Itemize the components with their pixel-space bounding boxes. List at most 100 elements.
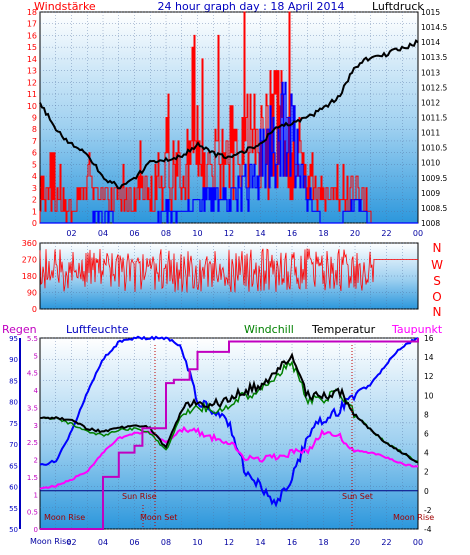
hour-label-bottom: 18 xyxy=(318,538,328,547)
rain-tick-label: 0.5 xyxy=(27,509,38,517)
hour-label-bottom: 10 xyxy=(192,538,202,547)
windchill-series xyxy=(39,360,419,462)
wind-tick-label: 17 xyxy=(27,20,37,29)
humidity-series xyxy=(39,335,419,508)
pressure-tick-label: 1012 xyxy=(421,98,440,107)
hour-label-top: 14 xyxy=(255,229,265,238)
humidity-tick-label: 75 xyxy=(9,420,18,428)
hour-label-bottom: 08 xyxy=(161,538,171,547)
wind-tick-label: 9 xyxy=(32,114,37,123)
header-center: 24 hour graph day : 18 April 2014 xyxy=(158,0,345,13)
direction-tick-label: 90 xyxy=(27,289,37,298)
hour-label-top: 06 xyxy=(129,229,139,238)
hour-label-bottom: 04 xyxy=(98,538,108,547)
humidity-tick-label: 85 xyxy=(9,377,18,385)
wind-tick-label: 2 xyxy=(32,196,37,205)
rain-tick-label: 4.5 xyxy=(27,370,38,378)
hour-label-bottom: 16 xyxy=(287,538,297,547)
humidity-tick-label: 55 xyxy=(9,505,18,513)
rain-tick-label: 1 xyxy=(34,491,38,499)
bottom-panel-series xyxy=(39,335,419,530)
wind-bars xyxy=(39,11,418,224)
temp-tick-label: 16 xyxy=(424,334,434,343)
hour-label-bottom: 06 xyxy=(129,538,139,547)
temp-tick-label: -4 xyxy=(424,525,432,534)
wind-tick-label: 4 xyxy=(32,172,37,181)
compass-w: W xyxy=(431,258,443,272)
rain-tick-label: 1.5 xyxy=(27,474,38,482)
compass-o: O xyxy=(432,290,441,304)
temperature-series xyxy=(39,352,419,464)
header-right: Luftdruck xyxy=(372,0,424,13)
annotation-moon-rise-footer: Moon Rise xyxy=(30,537,71,546)
pressure-tick-label: 1013.5 xyxy=(421,53,447,62)
wind-tick-label: 1 xyxy=(32,207,37,216)
hour-label-bottom: 14 xyxy=(255,538,265,547)
pressure-tick-label: 1012.5 xyxy=(421,83,447,92)
hour-label-top: 00 xyxy=(413,229,423,238)
wind-tick-label: 3 xyxy=(32,184,37,193)
hour-label-bottom: 22 xyxy=(381,538,391,547)
gust-series xyxy=(40,81,418,224)
top-panel-series xyxy=(39,39,419,190)
direction-tick-label: 180 xyxy=(22,272,37,281)
annotation-moon-set: Moon Set xyxy=(140,513,177,522)
hour-label-top: 18 xyxy=(318,229,328,238)
temp-tick-label: 10 xyxy=(424,391,434,400)
hour-label-top: 16 xyxy=(287,229,297,238)
pressure-tick-label: 1010 xyxy=(421,159,440,168)
pressure-tick-label: 1014.5 xyxy=(421,23,447,32)
direction-series xyxy=(39,248,418,293)
temp-tick-label: 0 xyxy=(424,487,429,496)
wind-tick-label: 16 xyxy=(27,31,37,40)
temp-tick-label: -2 xyxy=(424,506,432,515)
humidity-tick-label: 50 xyxy=(9,526,18,534)
direction-tick-label: 270 xyxy=(22,256,37,265)
direction-panel-grid xyxy=(40,242,418,310)
humidity-tick-label: 80 xyxy=(9,399,18,407)
compass-n-top: N xyxy=(433,241,442,255)
temp-tick-label: 6 xyxy=(424,430,429,439)
hour-label-top: 12 xyxy=(224,229,234,238)
wind-tick-label: 7 xyxy=(32,137,37,146)
pressure-tick-label: 1011.5 xyxy=(421,114,447,123)
hour-label-top: 22 xyxy=(381,229,391,238)
annotation-moon-rise-left: Moon Rise xyxy=(44,513,85,522)
wind-tick-label: 5 xyxy=(32,160,37,169)
direction-tick-label: 360 xyxy=(22,239,37,248)
hour-label-bottom: 02 xyxy=(66,538,76,547)
temp-tick-label: 2 xyxy=(424,468,429,477)
wind-tick-label: 15 xyxy=(27,43,37,52)
pressure-tick-label: 1009.5 xyxy=(421,174,447,183)
wind-tick-label: 6 xyxy=(32,149,37,158)
rain-tick-label: 2 xyxy=(34,457,38,465)
temp-tick-label: 14 xyxy=(424,353,434,362)
label-temperatur: Temperatur xyxy=(311,323,376,336)
direction-tick-label: 0 xyxy=(32,305,37,314)
annotation-sun-set: Sun Set xyxy=(342,492,373,501)
rain-tick-label: 5.5 xyxy=(27,335,38,343)
pressure-series xyxy=(39,39,419,190)
temp-tick-label: 4 xyxy=(424,449,429,458)
temp-tick-label: 8 xyxy=(424,410,429,419)
direction-panel-series xyxy=(39,248,418,293)
pressure-tick-label: 1009 xyxy=(421,189,440,198)
pressure-tick-label: 1008 xyxy=(421,219,440,228)
pressure-tick-label: 1010.5 xyxy=(421,144,447,153)
pressure-tick-label: 1015 xyxy=(421,8,440,17)
wind-tick-label: 13 xyxy=(27,67,37,76)
humidity-tick-label: 95 xyxy=(9,335,18,343)
annotation-sun-rise: Sun Rise xyxy=(122,492,157,501)
wind-tick-label: 10 xyxy=(27,102,37,111)
rain-tick-label: 3 xyxy=(34,422,38,430)
pressure-tick-label: 1013 xyxy=(421,68,440,77)
humidity-tick-label: 90 xyxy=(9,356,18,364)
label-regen: Regen xyxy=(2,323,37,336)
rain-tick-label: 4 xyxy=(34,387,39,395)
rain-tick-label: 3.5 xyxy=(27,404,38,412)
wind-tick-label: 18 xyxy=(27,8,37,17)
annotation-moon-rise-right: Moon Rise xyxy=(393,513,434,522)
axes-labels: 012345678910111213141516171810081008.510… xyxy=(9,8,447,547)
humidity-tick-label: 65 xyxy=(9,462,18,470)
